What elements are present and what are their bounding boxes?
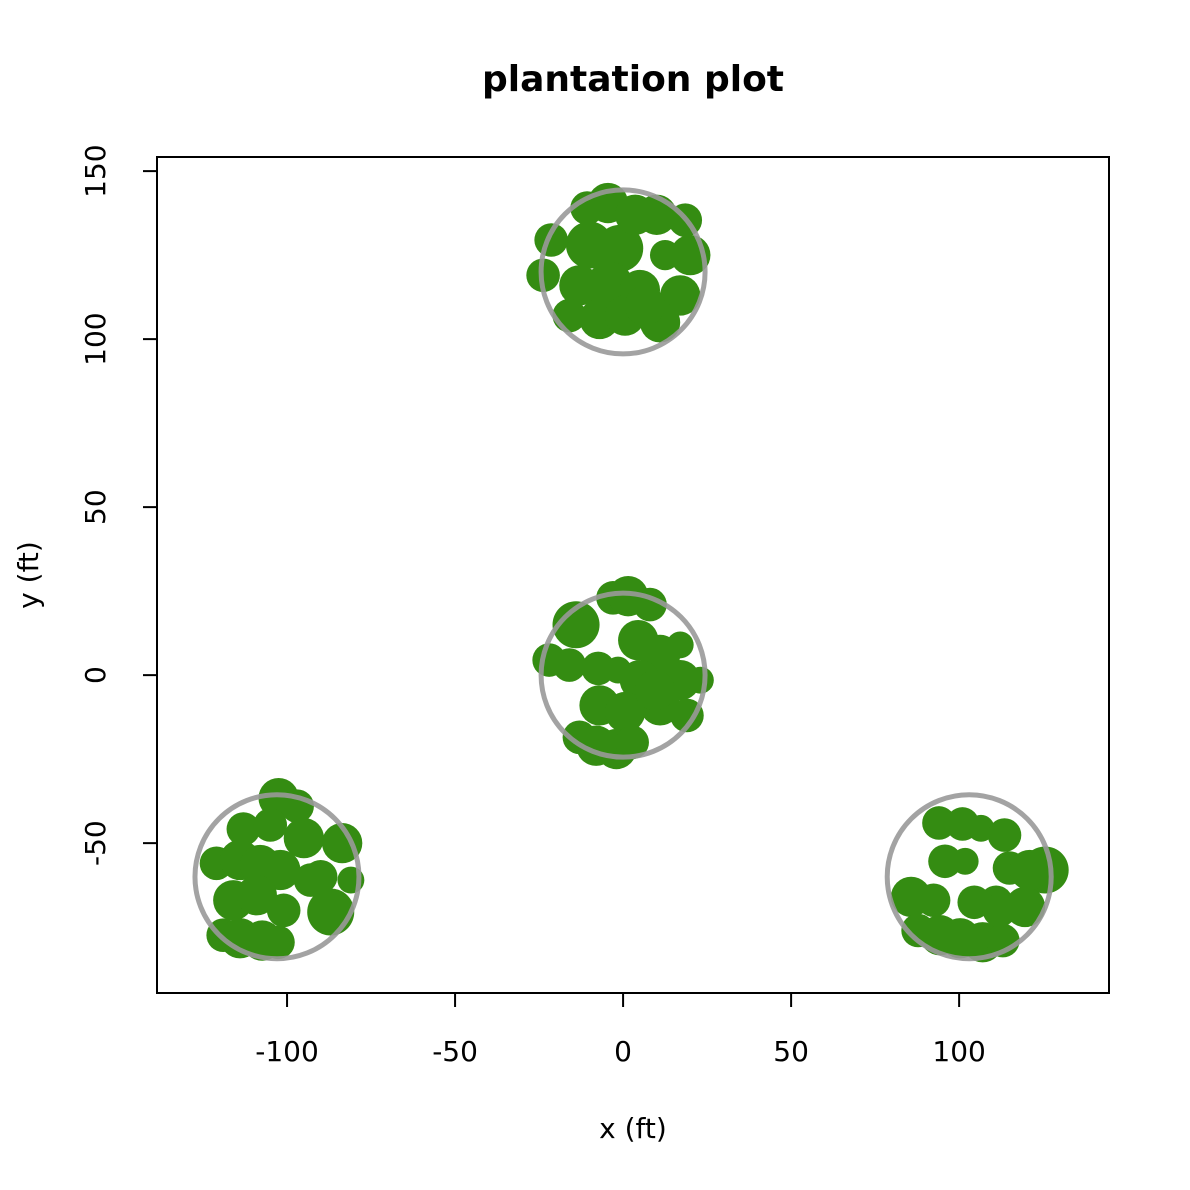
tree-crown [1009, 849, 1050, 891]
y-tick-label: 100 [79, 312, 112, 365]
tree-crown [982, 893, 1017, 928]
y-tick-label: 0 [79, 666, 112, 684]
y-tick-label: 50 [79, 489, 112, 525]
plot-circle [538, 187, 708, 357]
x-tick-label: -100 [255, 1035, 319, 1068]
chart-title: plantation plot [482, 59, 784, 100]
tree-crown [928, 844, 962, 879]
x-tick-label: -50 [432, 1035, 478, 1068]
tree-crown [261, 925, 295, 960]
tree-crown [604, 691, 646, 733]
tree-crown [649, 239, 681, 271]
x-axis-label: x (ft) [599, 1112, 667, 1145]
plot-circle [884, 792, 1054, 962]
tree-crown [922, 806, 956, 840]
tree-crown [552, 648, 587, 682]
tree-crown [321, 822, 363, 864]
tree-crown [253, 808, 288, 842]
tree-crown [552, 601, 600, 649]
tree-crown [226, 812, 261, 846]
y-tick-label: 150 [79, 144, 112, 197]
x-tick-label: 100 [932, 1035, 985, 1068]
x-tick-label: 50 [773, 1035, 809, 1068]
tree-crown [615, 194, 656, 235]
tree-crown [283, 817, 325, 859]
tree-crown [266, 893, 301, 928]
tree-crown [624, 285, 666, 326]
tree-crown [236, 875, 277, 916]
y-tick-label: -50 [79, 820, 112, 866]
tree-crown [916, 883, 951, 918]
plot-circle [538, 590, 708, 760]
tree-crown [615, 725, 649, 760]
x-tick-label: 0 [614, 1035, 632, 1068]
y-axis-label: y (ft) [12, 541, 45, 609]
plot-box [156, 156, 1110, 994]
tree-crown [670, 698, 704, 733]
tree-crown [565, 221, 614, 269]
plot-area [192, 182, 1069, 963]
tree-crown [951, 847, 979, 875]
tree-crown [987, 818, 1022, 852]
tree-crown [260, 849, 301, 891]
plot-circle [192, 792, 362, 962]
tree-crown [634, 670, 676, 711]
tree-crown [293, 863, 328, 897]
tree-crown [967, 814, 995, 842]
tree-crown [1004, 886, 1046, 928]
